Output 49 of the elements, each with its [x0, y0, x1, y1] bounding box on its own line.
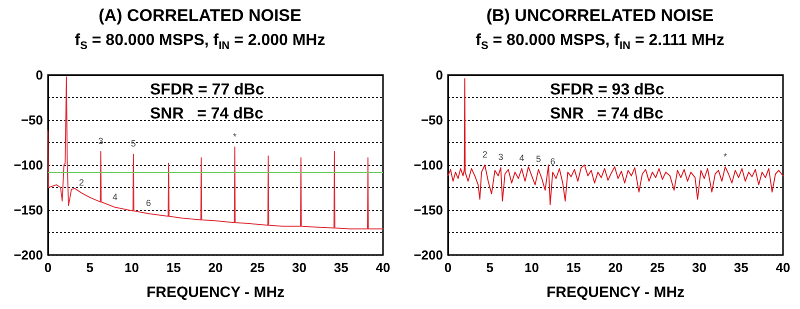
- chart-subtitle: f$_{S}$ = 80.000 MSPS, f$_{IN}$ = 2.111 MHz: [474, 32, 726, 52]
- x-tick-label: 40: [376, 260, 390, 275]
- x-tick-label: 15: [566, 260, 581, 275]
- chart-title: (B) UNCORRELATED NOISE: [485, 6, 715, 26]
- chart-title: (A) CORRELATED NOISE: [98, 6, 302, 26]
- y-tick-label: −50: [420, 112, 443, 128]
- x-tick-label: 35: [734, 260, 748, 275]
- x-axis-title: FREQUENCY - MHz: [146, 284, 285, 301]
- annotation: 5: [130, 138, 136, 149]
- x-axis-title: FREQUENCY - MHz: [546, 284, 685, 301]
- annotation: SNR = 74 dBc: [550, 106, 664, 122]
- x-tick-label: 40: [776, 260, 790, 275]
- y-tick-label: −150: [414, 202, 443, 218]
- annotation: 3: [98, 136, 104, 146]
- x-tick-label: 10: [124, 260, 139, 275]
- y-tick-label: −100: [14, 158, 43, 172]
- annotation: 2: [482, 150, 488, 160]
- annotation: SFDR = 93 dBc: [550, 82, 664, 98]
- x-tick-label: 20: [608, 260, 623, 275]
- annotation: SNR = 74 dBc: [150, 106, 264, 122]
- annotation: 6: [550, 156, 556, 167]
- annotation: SFDR = 77 dBc: [150, 82, 264, 98]
- annotation: 4: [112, 192, 118, 202]
- x-tick-label: 30: [692, 260, 706, 275]
- y-tick-label: 0: [436, 68, 443, 82]
- annotation: 2: [78, 177, 84, 188]
- y-tick-label: −150: [14, 202, 43, 218]
- annotation: 3: [498, 152, 504, 162]
- chart-subtitle: f$_{S}$ = 80.000 MSPS, f$_{IN}$ = 2.000 MHz: [74, 32, 326, 52]
- x-tick-label: 25: [250, 260, 265, 275]
- y-tick-label: −200: [414, 248, 443, 262]
- y-tick-label: −50: [20, 112, 43, 128]
- annotation: 6: [146, 198, 152, 208]
- y-tick-label: −200: [14, 248, 43, 262]
- x-tick-label: 35: [334, 260, 348, 275]
- annotation: 4: [519, 153, 524, 164]
- annotation: 5: [536, 154, 541, 164]
- x-tick-label: 5: [486, 260, 494, 275]
- x-tick-label: 5: [86, 260, 94, 275]
- x-tick-label: 20: [208, 260, 223, 275]
- annotation: *: [723, 151, 728, 162]
- x-tick-label: 10: [524, 260, 539, 275]
- y-tick-label: 0: [36, 68, 43, 82]
- line-series: [448, 78, 784, 206]
- x-tick-label: 25: [650, 260, 665, 275]
- annotation: *: [233, 132, 238, 142]
- x-tick-label: 30: [292, 260, 306, 275]
- y-tick-label: −100: [414, 158, 443, 172]
- x-tick-label: 15: [166, 260, 181, 275]
